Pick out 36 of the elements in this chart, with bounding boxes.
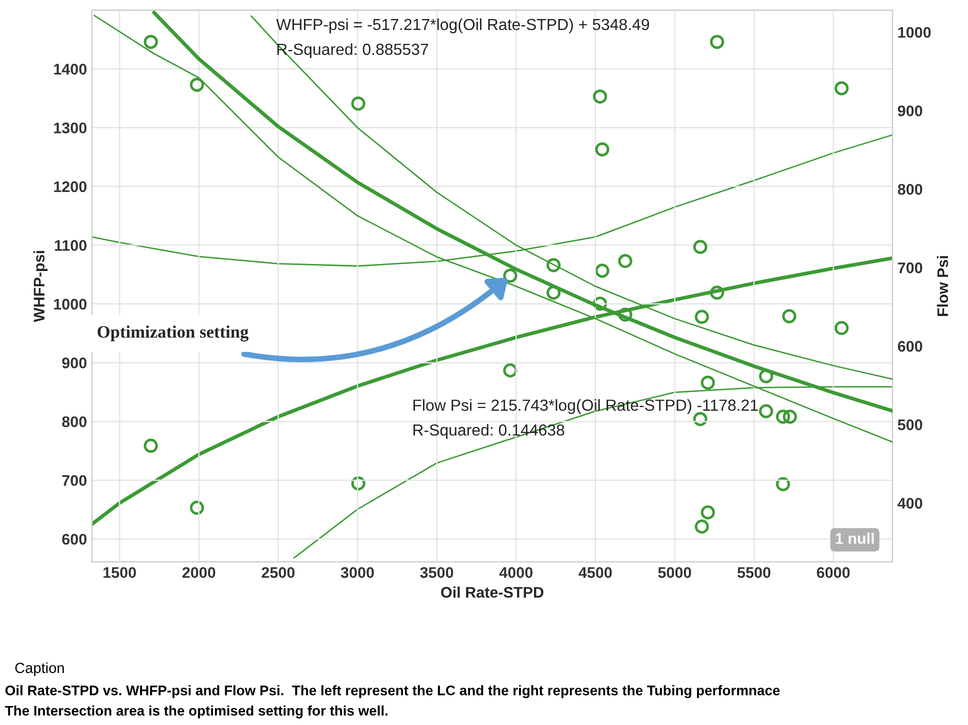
x-tick-label: 4500 [578,567,612,578]
text: Oil Rate-STPD vs. WHFP-psi and Flow Psi. The left represent the LC and the right represents the Tubing performnace [5,685,780,698]
annotation: WHFP-psi = -517.217*log(Oil Rate-STPD) + 5348.49 [276,18,650,34]
text: The Intersection area is the optimised setting for this well. [4,705,388,718]
annotation: 1 null [836,532,874,544]
x-tick-label: 5000 [658,567,692,578]
y-tick-label: 1000 [54,298,86,310]
y2-tick-label: 600 [898,340,922,352]
y-tick-label: 1400 [54,64,86,75]
x-tick-label: 6000 [816,567,850,578]
y-tick-label: 600 [62,534,86,545]
y2-axis-title: Flow Psi [936,256,948,316]
x-tick-label: 5500 [738,567,770,578]
x-axis-title: Oil Rate-STPD [441,586,544,598]
y2-tick-label: 700 [898,262,922,274]
y2-tick-label: 800 [898,184,922,195]
y2-tick-label: 1000 [898,26,931,38]
text: Caption [15,662,64,676]
annotation: Flow Psi = 215.743*log(Oil Rate-STPD) -1178.21 [413,399,758,414]
x-tick-label: 3000 [340,567,374,578]
y2-tick-label: 400 [898,498,922,509]
y-tick-label: 1100 [54,240,86,251]
annotation: Optimization setting [98,326,249,342]
y-tick-label: 1300 [54,122,86,134]
y-tick-label: 900 [62,358,86,368]
x-tick-label: 2000 [182,567,216,578]
y-tick-label: 1200 [54,181,86,192]
y2-tick-label: 900 [898,105,922,116]
y-tick-label: 700 [62,475,86,486]
x-tick-label: 1500 [104,567,136,578]
y-tick-label: 800 [62,416,86,428]
x-tick-label: 3500 [420,567,454,578]
x-tick-label: 4000 [499,567,532,578]
y-axis-title: WHFP-psi [33,251,48,322]
x-tick-label: 2500 [262,567,295,578]
y2-tick-label: 500 [898,419,922,430]
